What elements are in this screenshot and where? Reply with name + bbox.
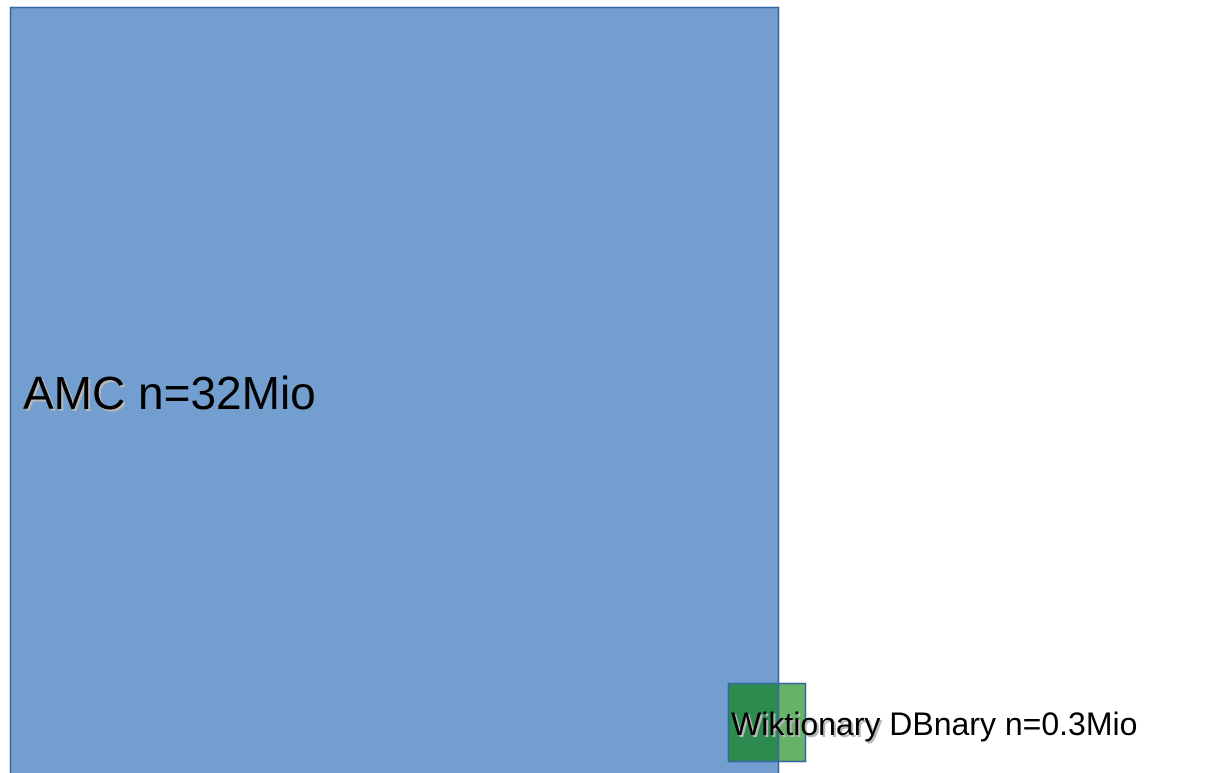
wiktionary-label-name-shadow: Wiktionary — [733, 708, 882, 744]
amc-label: AMC — [25, 369, 127, 421]
wiktionary-label-name: Wiktionary — [731, 706, 880, 742]
amc-box — [9, 6, 780, 773]
wiktionary-label-count: DBnary n=0.3Mio — [880, 706, 1137, 742]
wiktionary-box-inner — [728, 683, 779, 762]
wiktionary-box-border — [727, 682, 807, 763]
amc-label-name: AMC — [23, 367, 125, 419]
wiktionary-label-shadow: Wiktionary — [733, 708, 882, 744]
wiktionary-box-outer — [778, 683, 806, 762]
amc-label-name-shadow: AMC — [25, 369, 127, 421]
amc-label-count: n=32Mio — [125, 367, 316, 419]
wiktionary-label: Wiktionary DBnary n=0.3Mio — [731, 706, 1137, 742]
amc-label-main: AMC n=32Mio — [23, 367, 316, 419]
